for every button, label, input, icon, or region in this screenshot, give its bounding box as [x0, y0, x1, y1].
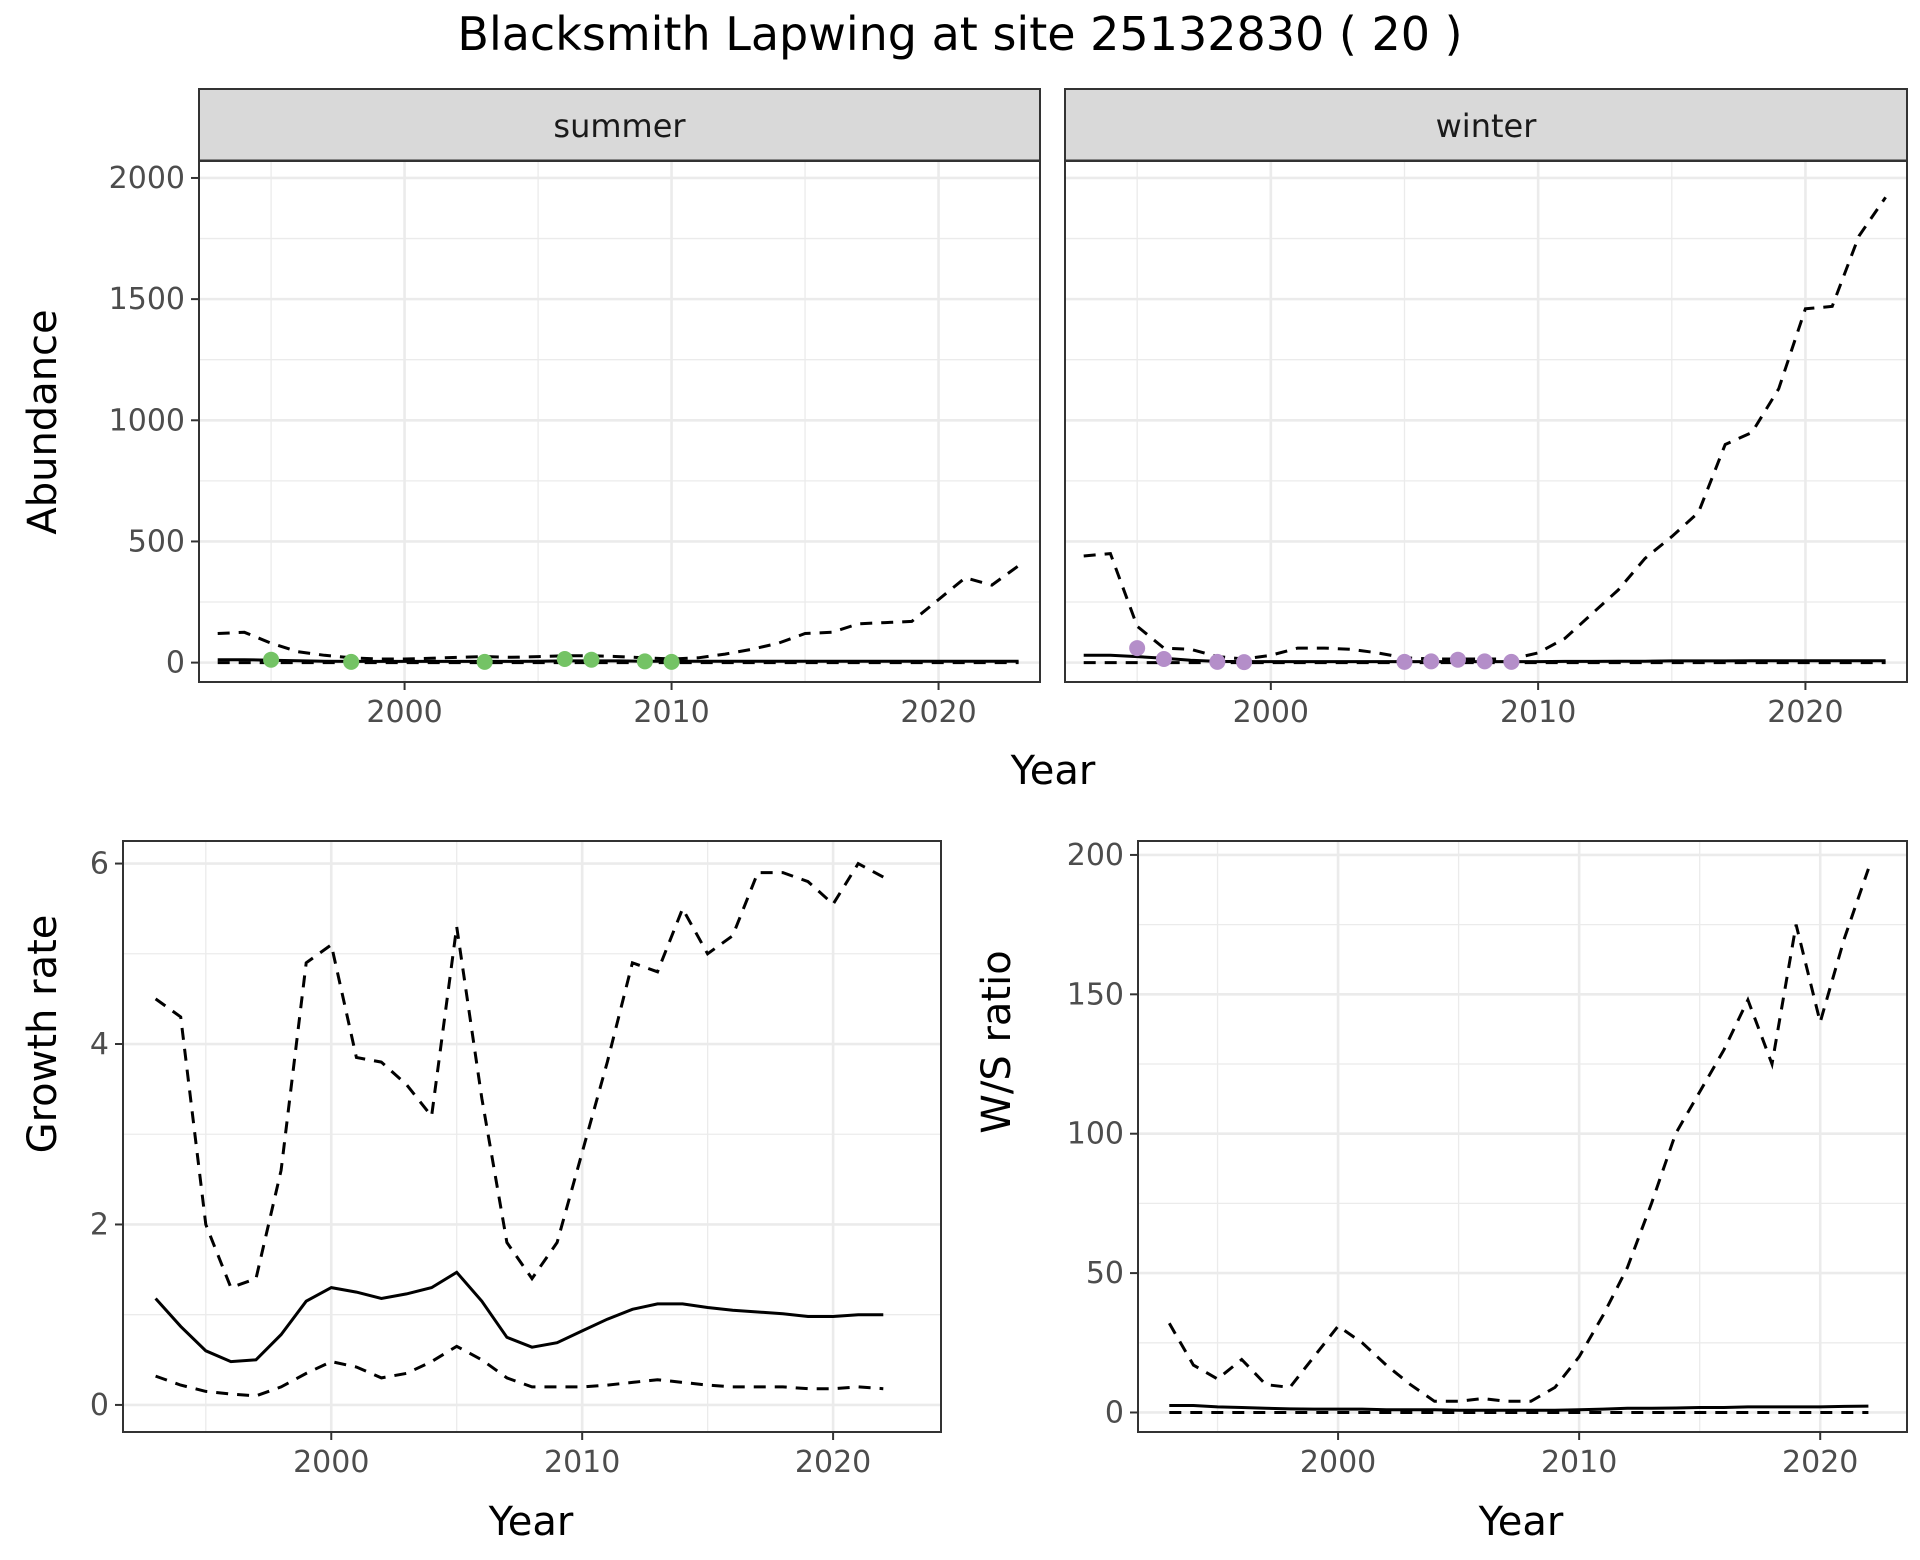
facet-strip-winter: winter	[1064, 88, 1908, 163]
facet-strip-summer: summer	[198, 88, 1041, 163]
x-tick-label: 2020	[1782, 1445, 1858, 1480]
x-tick-label: 2020	[1767, 695, 1843, 730]
x-tick-label: 2020	[900, 695, 976, 730]
summer-observed-point	[583, 651, 600, 668]
ratio-x-axis-title: Year	[1478, 1499, 1564, 1545]
growth-lower-bound-line	[155, 1344, 884, 1398]
winter-observed-point	[1396, 653, 1413, 670]
winter-observed-point	[1503, 653, 1520, 670]
panel-ws-ratio: 2000 2010 2020 0 50 100 150 200	[1067, 838, 1908, 1480]
y-tick-label: 6	[90, 847, 109, 882]
x-tick-label: 2010	[1500, 695, 1576, 730]
figure-title: Blacksmith Lapwing at site 25132830 ( 20…	[457, 7, 1462, 61]
winter-observed-point	[1129, 640, 1146, 657]
winter-observed-point	[1449, 651, 1466, 668]
x-tick-label: 2020	[795, 1445, 871, 1480]
winter-observed-point	[1209, 653, 1226, 670]
panel-abundance-summer: 2000 2010 2020 0 500 1000 1500 2000	[109, 160, 1041, 730]
panel-growth-rate: 2000 2010 2020 0 2 4 6	[90, 840, 942, 1480]
x-tick-label: 2000	[1233, 695, 1309, 730]
x-tick-label: 2000	[293, 1445, 369, 1480]
abundance-x-axis-title: Year	[1010, 748, 1096, 794]
y-tick-label: 0	[1105, 1395, 1124, 1430]
y-tick-label: 1000	[109, 403, 185, 438]
x-tick-label: 2010	[1541, 1445, 1617, 1480]
growth-x-axis-title: Year	[488, 1499, 574, 1545]
y-tick-label: 4	[90, 1027, 109, 1062]
summer-observed-point	[556, 650, 573, 667]
x-tick-label: 2000	[1300, 1445, 1376, 1480]
growth-upper-bound-line	[154, 861, 885, 1290]
winter-observed-point	[1155, 650, 1172, 667]
ratio-y-axis-title: W/S ratio	[974, 950, 1020, 1133]
winter-observed-point	[1423, 653, 1440, 670]
y-tick-label: 1500	[109, 282, 185, 317]
summer-observed-point	[263, 651, 280, 668]
y-tick-label: 2000	[109, 161, 185, 196]
summer-observed-point	[343, 653, 360, 670]
growth-y-axis-title: Growth rate	[20, 915, 66, 1154]
y-tick-label: 500	[128, 524, 185, 559]
x-tick-label: 2000	[366, 695, 442, 730]
summer-estimate-line	[217, 658, 1019, 663]
ratio-upper-bound-line	[1168, 868, 1870, 1403]
y-tick-label: 150	[1067, 977, 1124, 1012]
strip-label-winter: winter	[1436, 107, 1538, 145]
y-tick-label: 2	[90, 1207, 109, 1242]
ratio-estimate-line	[1169, 1404, 1869, 1412]
abundance-y-axis-title: Abundance	[20, 309, 66, 534]
y-tick-label: 50	[1086, 1256, 1124, 1291]
y-tick-label: 0	[90, 1388, 109, 1423]
y-tick-label: 200	[1067, 838, 1124, 873]
x-tick-label: 2010	[544, 1445, 620, 1480]
x-tick-label: 2010	[633, 695, 709, 730]
growth-estimate-line	[154, 1270, 884, 1364]
y-tick-label: 100	[1067, 1117, 1124, 1152]
panel-abundance-winter: 2000 2010 2020	[1064, 160, 1908, 730]
summer-observed-point	[663, 653, 680, 670]
y-tick-label: 0	[166, 646, 185, 681]
winter-observed-point	[1476, 653, 1493, 670]
strip-label-summer: summer	[553, 107, 686, 145]
winter-observed-point	[1236, 654, 1253, 671]
summer-observed-point	[636, 653, 653, 670]
summer-observed-point	[476, 653, 493, 670]
